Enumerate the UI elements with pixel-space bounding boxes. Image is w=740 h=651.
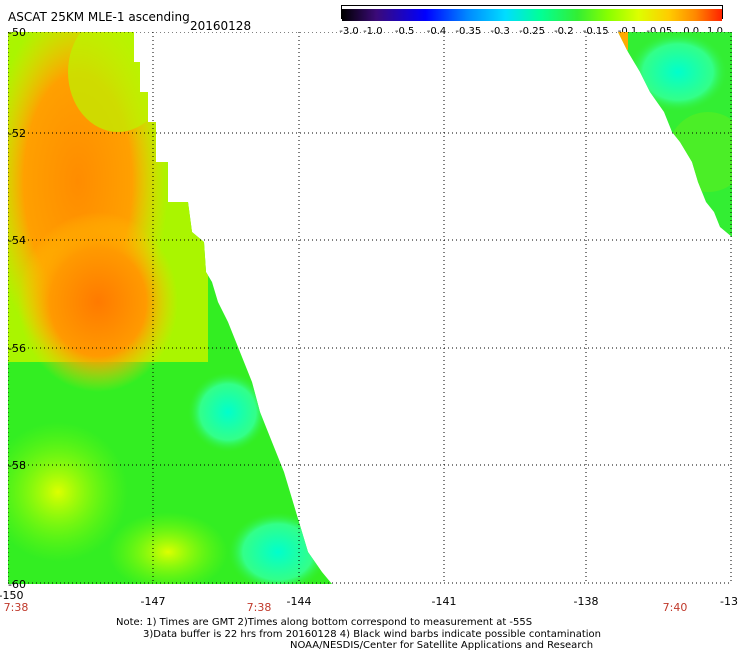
swath-map xyxy=(8,32,732,584)
map-plot xyxy=(8,32,732,584)
note-line-3: NOAA/NESDIS/Center for Satellite Applica… xyxy=(290,640,594,651)
time-label: 7:38 xyxy=(246,601,272,614)
color-scale-label: -0.2 xyxy=(554,26,574,37)
lat-label: -56 xyxy=(8,342,26,355)
lat-label: -58 xyxy=(8,459,26,472)
lon-label: -141 xyxy=(431,595,457,608)
color-scale-gradient xyxy=(342,9,722,21)
lon-label: -13 xyxy=(720,595,738,608)
lat-label: -52 xyxy=(8,127,26,140)
color-scale-label: 0.0 xyxy=(683,26,700,37)
product-date: 20160128 xyxy=(190,19,252,33)
lon-label: -138 xyxy=(573,595,599,608)
lat-label: -60 xyxy=(8,578,26,591)
color-scale-bar xyxy=(341,5,723,21)
lon-label: -147 xyxy=(140,595,166,608)
left-swath xyxy=(8,32,332,584)
color-scale-label: -0.1 xyxy=(617,26,638,37)
lon-label: -144 xyxy=(286,595,312,608)
right-swath xyxy=(618,32,732,237)
color-scale-label: -0.05 xyxy=(646,26,673,37)
time-label: 7:38 xyxy=(3,601,29,614)
lat-label: -50 xyxy=(8,26,26,39)
product-title: ASCAT 25KM MLE-1 ascending xyxy=(8,10,190,24)
color-scale-label: 1.0 xyxy=(707,26,723,37)
color-scale-label: -0.15 xyxy=(582,26,609,37)
note-line-1: Note: 1) Times are GMT 2)Times along bot… xyxy=(116,617,533,628)
lat-label: -54 xyxy=(8,234,26,247)
lon-label: -150 xyxy=(0,589,24,602)
time-label: 7:40 xyxy=(662,601,688,614)
note-line-2: 3)Data buffer is 22 hrs from 20160128 4)… xyxy=(143,629,601,640)
graticule xyxy=(8,32,732,584)
